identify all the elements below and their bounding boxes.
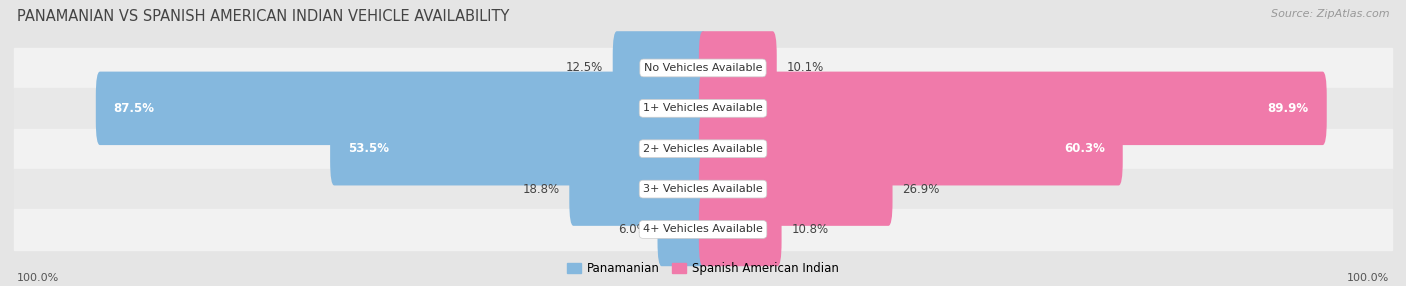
- Text: 10.8%: 10.8%: [792, 223, 828, 236]
- Text: No Vehicles Available: No Vehicles Available: [644, 63, 762, 73]
- Text: 53.5%: 53.5%: [349, 142, 389, 155]
- Text: 2+ Vehicles Available: 2+ Vehicles Available: [643, 144, 763, 154]
- FancyBboxPatch shape: [613, 31, 707, 105]
- Text: 1+ Vehicles Available: 1+ Vehicles Available: [643, 103, 763, 113]
- Bar: [14, 169, 1392, 209]
- FancyBboxPatch shape: [699, 152, 893, 226]
- Text: 100.0%: 100.0%: [1347, 273, 1389, 283]
- Text: Source: ZipAtlas.com: Source: ZipAtlas.com: [1271, 9, 1389, 19]
- FancyBboxPatch shape: [699, 112, 1123, 185]
- Text: 26.9%: 26.9%: [903, 182, 939, 196]
- FancyBboxPatch shape: [569, 152, 707, 226]
- FancyBboxPatch shape: [699, 72, 1327, 145]
- FancyBboxPatch shape: [699, 31, 776, 105]
- Text: 4+ Vehicles Available: 4+ Vehicles Available: [643, 225, 763, 235]
- Text: 12.5%: 12.5%: [565, 61, 603, 74]
- Bar: [14, 48, 1392, 88]
- FancyBboxPatch shape: [96, 72, 707, 145]
- Text: 10.1%: 10.1%: [786, 61, 824, 74]
- Text: 6.0%: 6.0%: [619, 223, 648, 236]
- FancyBboxPatch shape: [699, 193, 782, 266]
- Text: 3+ Vehicles Available: 3+ Vehicles Available: [643, 184, 763, 194]
- Text: 60.3%: 60.3%: [1064, 142, 1105, 155]
- Bar: [14, 88, 1392, 128]
- FancyBboxPatch shape: [658, 193, 707, 266]
- Bar: [14, 128, 1392, 169]
- Text: 18.8%: 18.8%: [523, 182, 560, 196]
- FancyBboxPatch shape: [330, 112, 707, 185]
- Legend: Panamanian, Spanish American Indian: Panamanian, Spanish American Indian: [562, 258, 844, 280]
- Text: 89.9%: 89.9%: [1268, 102, 1309, 115]
- Text: PANAMANIAN VS SPANISH AMERICAN INDIAN VEHICLE AVAILABILITY: PANAMANIAN VS SPANISH AMERICAN INDIAN VE…: [17, 9, 509, 23]
- Text: 87.5%: 87.5%: [114, 102, 155, 115]
- Text: 100.0%: 100.0%: [17, 273, 59, 283]
- Bar: [14, 209, 1392, 250]
